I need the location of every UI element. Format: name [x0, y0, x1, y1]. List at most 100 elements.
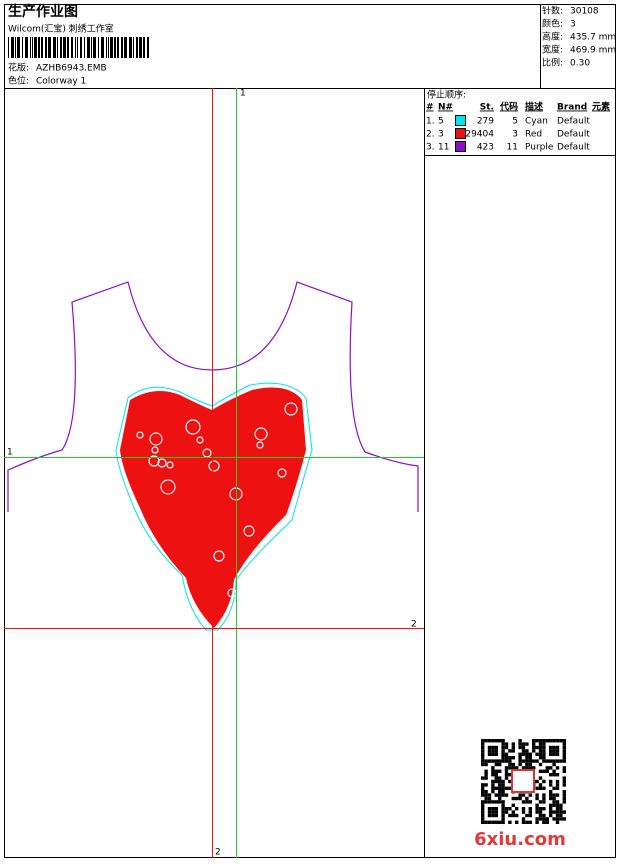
qr-cell [518, 793, 522, 797]
qr-cell [501, 820, 505, 824]
guide-label: 2 [215, 848, 221, 858]
qr-cell [491, 779, 495, 784]
qr-cell [535, 807, 539, 811]
qr-cell [542, 769, 546, 773]
qr-cell [545, 820, 549, 824]
qr-cell [555, 773, 560, 777]
qr-cell [494, 820, 498, 824]
qr-cell [559, 817, 563, 821]
cell-code: 11 [507, 143, 518, 153]
qr-cell [555, 820, 560, 824]
qr-cell [542, 756, 546, 760]
qr-cell [487, 749, 492, 753]
qr-cell [487, 800, 492, 804]
qr-cell [491, 739, 495, 743]
bar [15, 37, 16, 58]
qr-cell [538, 745, 543, 750]
lace-swirl [160, 479, 176, 495]
bar [87, 37, 90, 58]
qr-cell [504, 756, 509, 760]
qr-cell [518, 756, 522, 760]
qr-cell [549, 790, 553, 794]
qr-cell [535, 786, 539, 790]
qr-cell [525, 762, 529, 767]
qr-cell [535, 739, 539, 743]
qr-cell [484, 739, 488, 743]
bar [57, 37, 58, 58]
qr-cell [501, 783, 505, 787]
bar [106, 37, 107, 58]
qr-cell [504, 793, 509, 797]
qr-cell [481, 790, 485, 794]
qr-cell [508, 773, 512, 777]
qr-cell [521, 817, 526, 821]
qr-cell [549, 745, 553, 750]
cell-code: 5 [512, 117, 518, 127]
qr-cell [555, 803, 560, 807]
qr-cell [538, 800, 543, 804]
qr-cell [481, 762, 485, 767]
qr-cell [501, 752, 505, 756]
bar [124, 37, 127, 58]
guide-label: 2 [411, 620, 417, 630]
qr-cell [494, 745, 498, 750]
qr-cell [545, 759, 549, 763]
qr-cell [501, 807, 505, 811]
lace-swirl [243, 525, 255, 537]
qr-cell [481, 739, 485, 743]
qr-cell [508, 786, 512, 790]
qr-cell [562, 800, 566, 804]
cell-stitches: 279 [477, 117, 494, 127]
qr-cell [481, 759, 485, 763]
qr-cell [542, 752, 546, 756]
cell-needle: 3 [438, 130, 444, 140]
qr-cell [542, 745, 546, 750]
qr-cell [494, 762, 498, 767]
bar [80, 37, 82, 58]
qr-cell [501, 745, 505, 750]
qr-cell [498, 820, 502, 824]
qr-cell [552, 793, 556, 797]
qr-cell [552, 745, 556, 750]
qr-cell [521, 759, 526, 763]
qr-cell [498, 786, 502, 790]
bar [22, 37, 23, 58]
qr-cell [508, 762, 512, 767]
lace-swirl [166, 461, 174, 469]
column-header: 描述 [525, 101, 543, 113]
qr-cell [542, 796, 546, 801]
qr-cell [521, 752, 526, 756]
qr-cell [535, 796, 539, 801]
qr-cell [549, 779, 553, 784]
qr-cell [501, 790, 505, 794]
qr-cell [535, 817, 539, 821]
qr-cell [491, 752, 495, 756]
qr-cell [484, 759, 488, 763]
bar [25, 37, 28, 58]
qr-cell [491, 749, 495, 753]
info: 针数: 30108 颜色: 3 高度: 435.7 mm 宽度: 469.9 mm 比例: 0.3… [542, 5, 616, 69]
qr-cell [494, 793, 498, 797]
qr-cell [542, 820, 546, 824]
qr-cell [555, 779, 560, 784]
qr-cell [484, 776, 488, 780]
info-label: 针数: [542, 5, 563, 17]
qr-cell [528, 752, 532, 756]
cell-needle: 5 [438, 117, 444, 127]
qr-cell [538, 813, 543, 818]
qr-cell [528, 759, 532, 763]
qr-cell [549, 752, 553, 756]
qr-cell [559, 803, 563, 807]
qr-cell [515, 796, 519, 801]
qr-cell [487, 793, 492, 797]
qr-cell [532, 742, 536, 746]
qr-cell [555, 793, 560, 797]
qr-cell [552, 762, 556, 767]
qr-cell [487, 813, 492, 818]
qr-cell [504, 742, 509, 746]
qr-cell [562, 766, 566, 770]
qr-cell [538, 817, 543, 821]
qr-cell [501, 759, 505, 763]
qr-cell [538, 783, 543, 787]
qr-cell [552, 786, 556, 790]
